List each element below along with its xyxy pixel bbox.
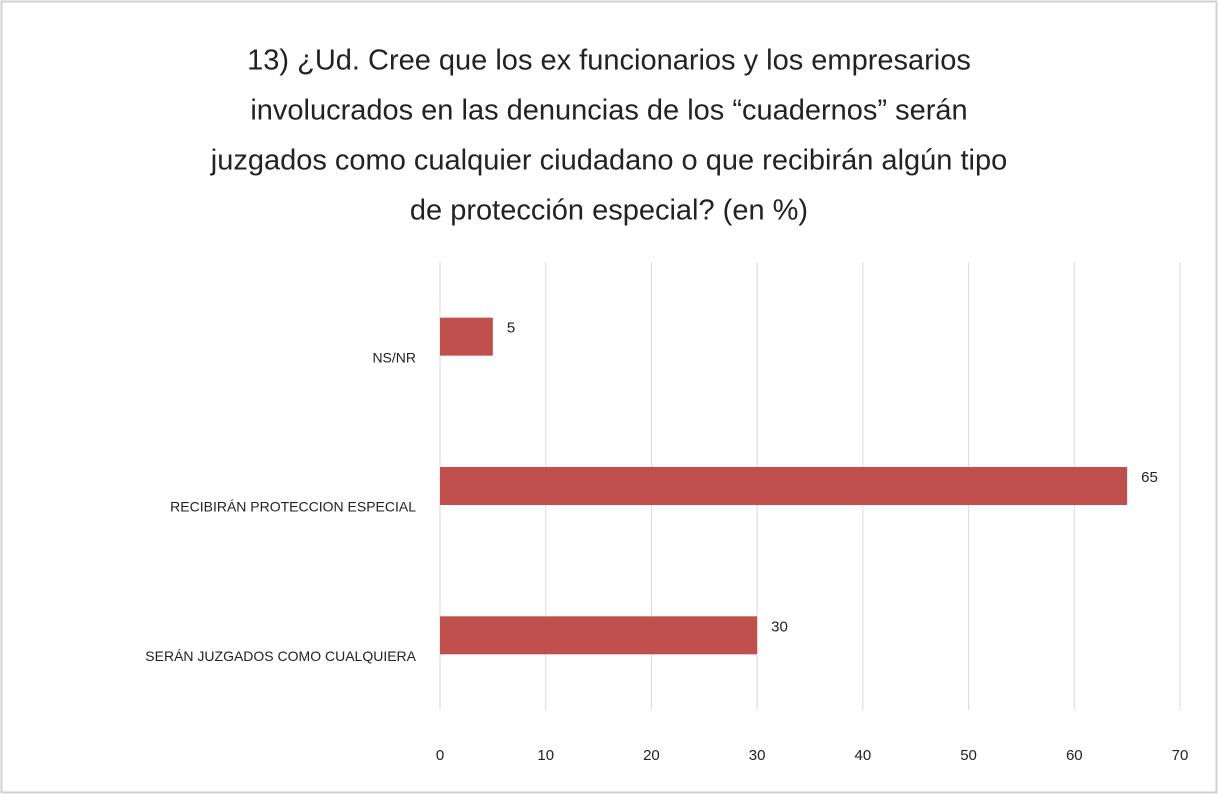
chart-title: juzgados como cualquier ciudadano o que … (210, 145, 1007, 177)
chart-title: de protección especial? (en %) (410, 195, 808, 227)
x-tick-label: 30 (749, 747, 766, 764)
y-tick-label: RECIBIRÁN PROTECCION ESPECIAL (170, 499, 416, 515)
y-tick-label: NS/NR (372, 349, 416, 365)
y-tick-label: SERÁN JUZGADOS COMO CUALQUIERA (145, 648, 416, 664)
chart-title: involucrados en las denuncias de los “cu… (250, 95, 967, 127)
value-label: 65 (1141, 469, 1158, 486)
value-label: 30 (771, 618, 788, 635)
x-tick-label: 0 (436, 747, 444, 764)
bar (440, 616, 758, 655)
bar (440, 467, 1128, 505)
value-label: 5 (507, 320, 515, 337)
chart-title: 13) ¿Ud. Cree que los ex funcionarios y … (247, 45, 971, 77)
x-tick-label: 50 (960, 747, 977, 764)
x-tick-label: 20 (643, 747, 660, 764)
x-tick-label: 60 (1066, 747, 1083, 764)
bar (440, 317, 493, 356)
x-tick-label: 10 (537, 747, 554, 764)
x-tick-label: 40 (855, 747, 872, 764)
x-tick-label: 70 (1172, 747, 1189, 764)
